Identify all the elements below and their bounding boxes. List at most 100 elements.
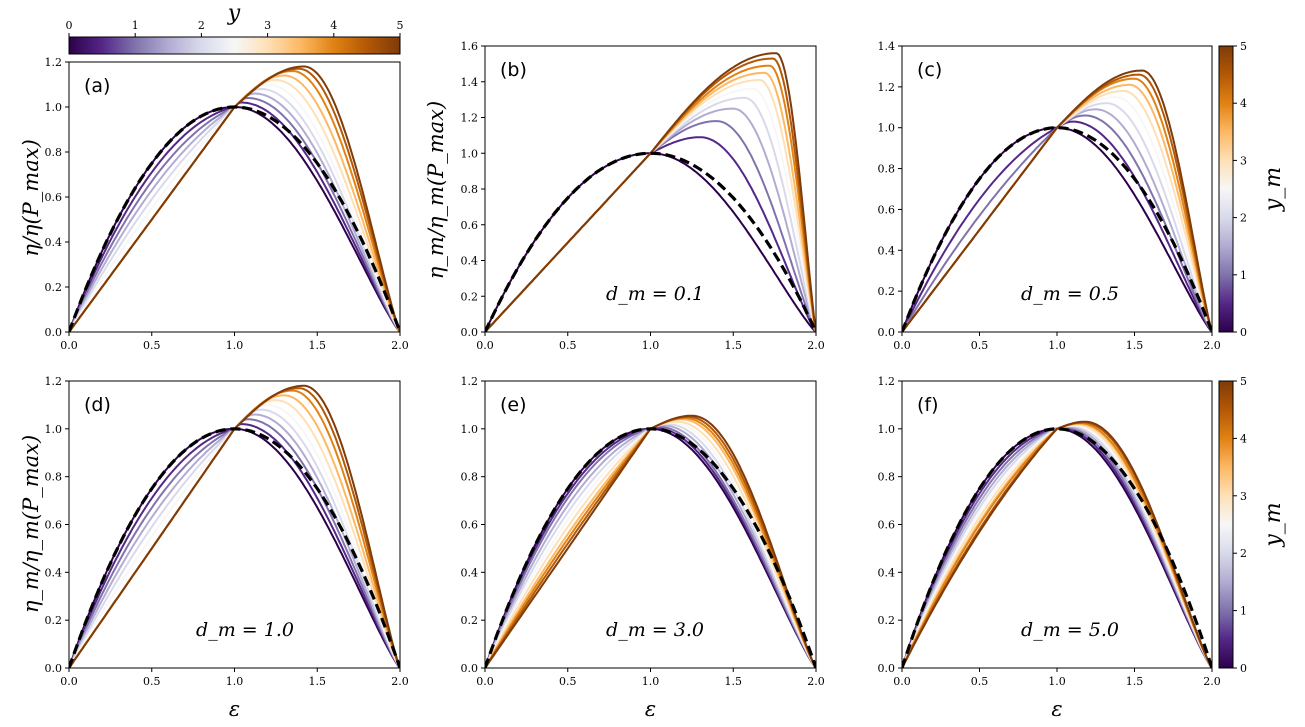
x-tick-label: 1.5 [725,339,743,352]
dashed-reference-line [69,105,400,332]
panel-label: (f) [917,394,939,416]
y-tick-label: 1.2 [878,375,896,388]
x-tick-label: 0.5 [559,675,577,688]
curve-line [485,422,816,668]
x-tick-label: 1.0 [226,339,244,352]
top-colorbar-tick-label: 0 [66,19,73,32]
y-tick-label: 0.4 [878,244,896,257]
chart-panel-6: 0.0 0.5 1.0 1.5 2.0 0.0 0.2 0.4 0.6 0.8 1.0 1.2 [878,375,1221,688]
x-tick-label: 1.5 [1126,675,1144,688]
side-colorbar-tick-label: 0 [1240,326,1247,339]
curve-line [69,427,400,668]
y-tick-label: 1.4 [461,76,479,89]
x-tick-label: 0.5 [143,675,161,688]
y-tick-label: 0.2 [878,614,896,627]
curve-line [69,97,400,332]
y-tick-label: 1.0 [461,423,479,436]
curve-line [69,65,400,332]
y-tick-label: 0.6 [878,519,896,532]
y-tick-label: 0.2 [461,614,479,627]
x-tick-label: 2.0 [807,339,825,352]
panel-label: (e) [500,394,527,416]
curve-line [902,425,1212,668]
y-tick-label: 0.4 [461,255,479,268]
top-colorbar [68,36,401,55]
y-tick-label: 0.8 [45,146,63,159]
top-colorbar-tick-label: 4 [330,19,337,32]
x-tick-label: 1.5 [725,675,743,688]
curve-line [69,408,400,668]
side-colorbar-tick-label: 2 [1240,547,1247,560]
curve-family [485,52,816,332]
y-tick-label: 0.8 [878,471,896,484]
y-tick-label: 1.2 [45,56,63,69]
y-axis-label: η_m/η_m(P_max) [19,435,43,613]
panel-annotation: d_m = 3.0 [606,619,704,641]
y-tick-label: 0.0 [878,662,896,675]
x-tick-label: 1.5 [1126,339,1144,352]
curve-line [485,425,816,668]
top-colorbar-tick-label: 5 [397,19,404,32]
y-tick-label: 0.4 [45,566,63,579]
y-tick-label: 0.0 [45,662,63,675]
x-tick-label: 1.5 [309,675,327,688]
y-tick-label: 0.2 [45,281,63,294]
y-tick-label: 0.0 [461,326,479,339]
top-colorbar-tick-label: 2 [198,19,205,32]
y-tick-label: 0.8 [45,471,63,484]
dashed-reference-line [902,427,1212,668]
x-tick-label: 1.0 [1048,675,1066,688]
x-tick-label: 2.0 [1203,675,1221,688]
y-tick-label: 0.8 [461,183,479,196]
x-tick-label: 0.0 [476,339,494,352]
x-tick-label: 0.5 [971,675,989,688]
y-tick-label: 0.0 [461,662,479,675]
panel-label: (d) [84,394,111,416]
curve-line [69,69,400,332]
chart-panel-5: 0.0 0.5 1.0 1.5 2.0 0.0 0.2 0.4 0.6 0.8 1.0 1.2 [461,375,825,688]
y-tick-label: 0.2 [45,614,63,627]
x-tick-label: 0.0 [60,339,78,352]
y-tick-label: 0.6 [878,203,896,216]
x-tick-label: 0.0 [60,675,78,688]
curve-family [902,420,1212,668]
y-tick-label: 0.6 [45,519,63,532]
y-tick-label: 0.4 [45,236,63,249]
panel-label: (c) [917,59,942,81]
panel-annotation: d_m = 5.0 [1021,619,1119,641]
curve-family [69,65,400,332]
x-tick-label: 1.0 [226,675,244,688]
dashed-reference-line [485,151,816,332]
y-tick-label: 1.2 [45,375,63,388]
top-colorbar-tick-label: 1 [132,19,139,32]
y-tick-label: 1.4 [878,40,896,53]
y-tick-label: 0.6 [461,219,479,232]
curve-line [485,52,816,332]
curve-family [485,414,816,668]
y-axis-label: η_m/η_m(P_max) [424,101,448,279]
y-tick-label: 1.2 [878,81,896,94]
y-tick-label: 0.8 [878,163,896,176]
curve-line [69,92,400,332]
y-tick-label: 0.2 [878,285,896,298]
curve-family [69,384,400,668]
curve-line [902,425,1212,668]
x-tick-label: 1.0 [642,675,660,688]
x-tick-label: 0.0 [893,339,911,352]
side-colorbar-tick-label: 4 [1240,97,1247,110]
side-colorbar-tick-label: 5 [1240,40,1247,53]
curve-line [902,120,1212,332]
x-tick-label: 0.0 [476,675,494,688]
curve-line [485,424,816,668]
curve-line [69,101,400,332]
x-tick-label: 2.0 [807,675,825,688]
side-colorbar-tick-label: 1 [1240,269,1247,282]
chart-panel-4: 0.0 0.5 1.0 1.5 2.0 0.0 0.2 0.4 0.6 0.8 1.0 1.2 [45,375,409,688]
dashed-reference-line [485,427,816,668]
curve-line [69,413,400,668]
y-tick-label: 0.4 [461,566,479,579]
y-tick-label: 0.0 [878,326,896,339]
curve-line [69,423,400,668]
side-colorbar-tick-label: 3 [1240,154,1247,167]
dashed-reference-line [69,427,400,668]
